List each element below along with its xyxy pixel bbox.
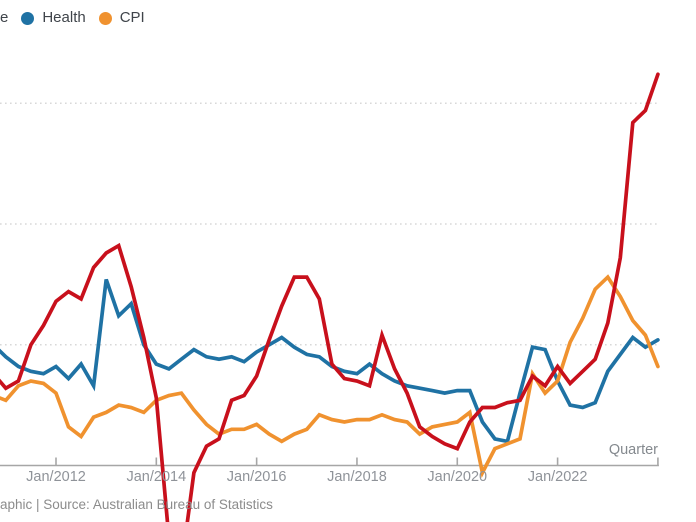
legend-item-insurance-fragment: e bbox=[0, 8, 8, 28]
health-line bbox=[0, 278, 660, 444]
x-tick-label-Jan-2014: Jan/2014 bbox=[126, 469, 187, 485]
chart-legend: e Health CPI bbox=[0, 8, 158, 28]
legend-item-cpi: CPI bbox=[98, 8, 145, 28]
x-tick-label-Jan-2020: Jan/2020 bbox=[427, 469, 488, 485]
cpi-series-dot-icon bbox=[98, 11, 112, 25]
legend-label-cpi: CPI bbox=[119, 9, 145, 26]
source-caption: aphic | Source: Australian Bureau of Sta… bbox=[0, 497, 273, 512]
x-axis-title: Quarter bbox=[608, 442, 658, 458]
x-tick-label-Jan-2022: Jan/2022 bbox=[527, 469, 588, 485]
legend-label-health: Health bbox=[42, 9, 86, 26]
x-tick-label-Jan-2018: Jan/2018 bbox=[327, 469, 387, 485]
legend-item-health: Health bbox=[21, 8, 86, 28]
health-series-dot-icon bbox=[21, 11, 35, 25]
x-tick-label-Jan-2016: Jan/2016 bbox=[226, 469, 287, 485]
cpi-line bbox=[0, 274, 660, 479]
insurance-line bbox=[0, 72, 660, 522]
x-tick-label-Jan-2012: Jan/2012 bbox=[26, 469, 86, 485]
legend-label-insurance-fragment: e bbox=[0, 9, 9, 26]
